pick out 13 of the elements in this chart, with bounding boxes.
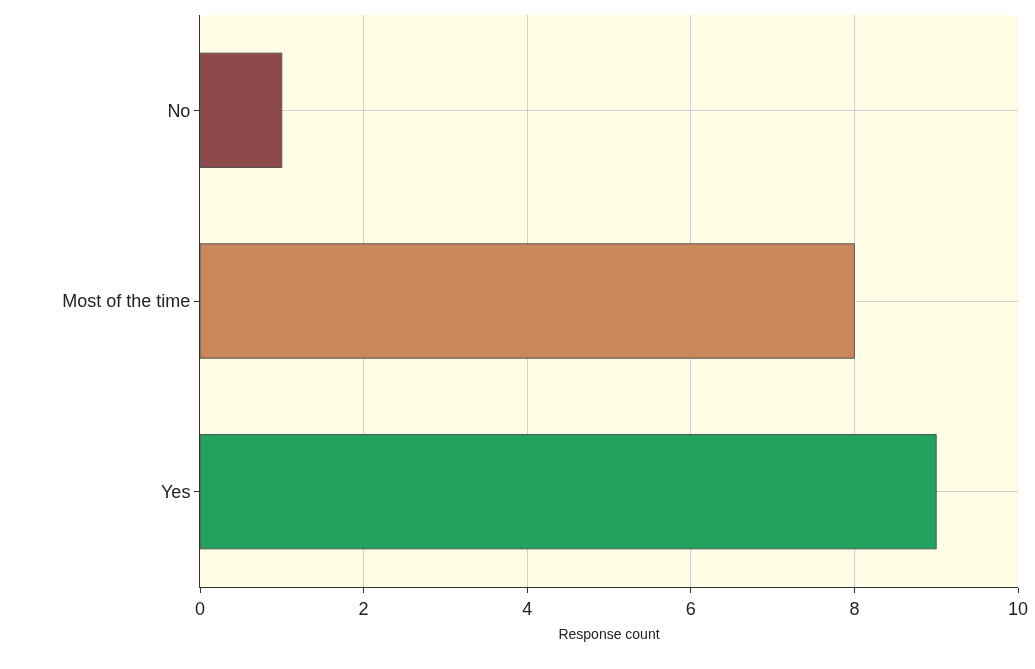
x-tick-label: 8 xyxy=(849,598,860,619)
x-axis-title: Response count xyxy=(558,626,660,642)
y-tick-label: Most of the time xyxy=(62,291,191,312)
x-tick-label: 6 xyxy=(685,598,696,619)
x-tick-label: 4 xyxy=(522,598,533,619)
y-tick-label: No xyxy=(167,100,191,121)
bar xyxy=(200,52,283,169)
x-tick-label: 10 xyxy=(1007,598,1029,619)
x-tick-label: 0 xyxy=(194,598,206,619)
x-tick-label: 2 xyxy=(358,598,369,619)
y-tick-label: Yes xyxy=(161,481,191,502)
bar xyxy=(200,433,937,550)
bar xyxy=(200,243,855,359)
